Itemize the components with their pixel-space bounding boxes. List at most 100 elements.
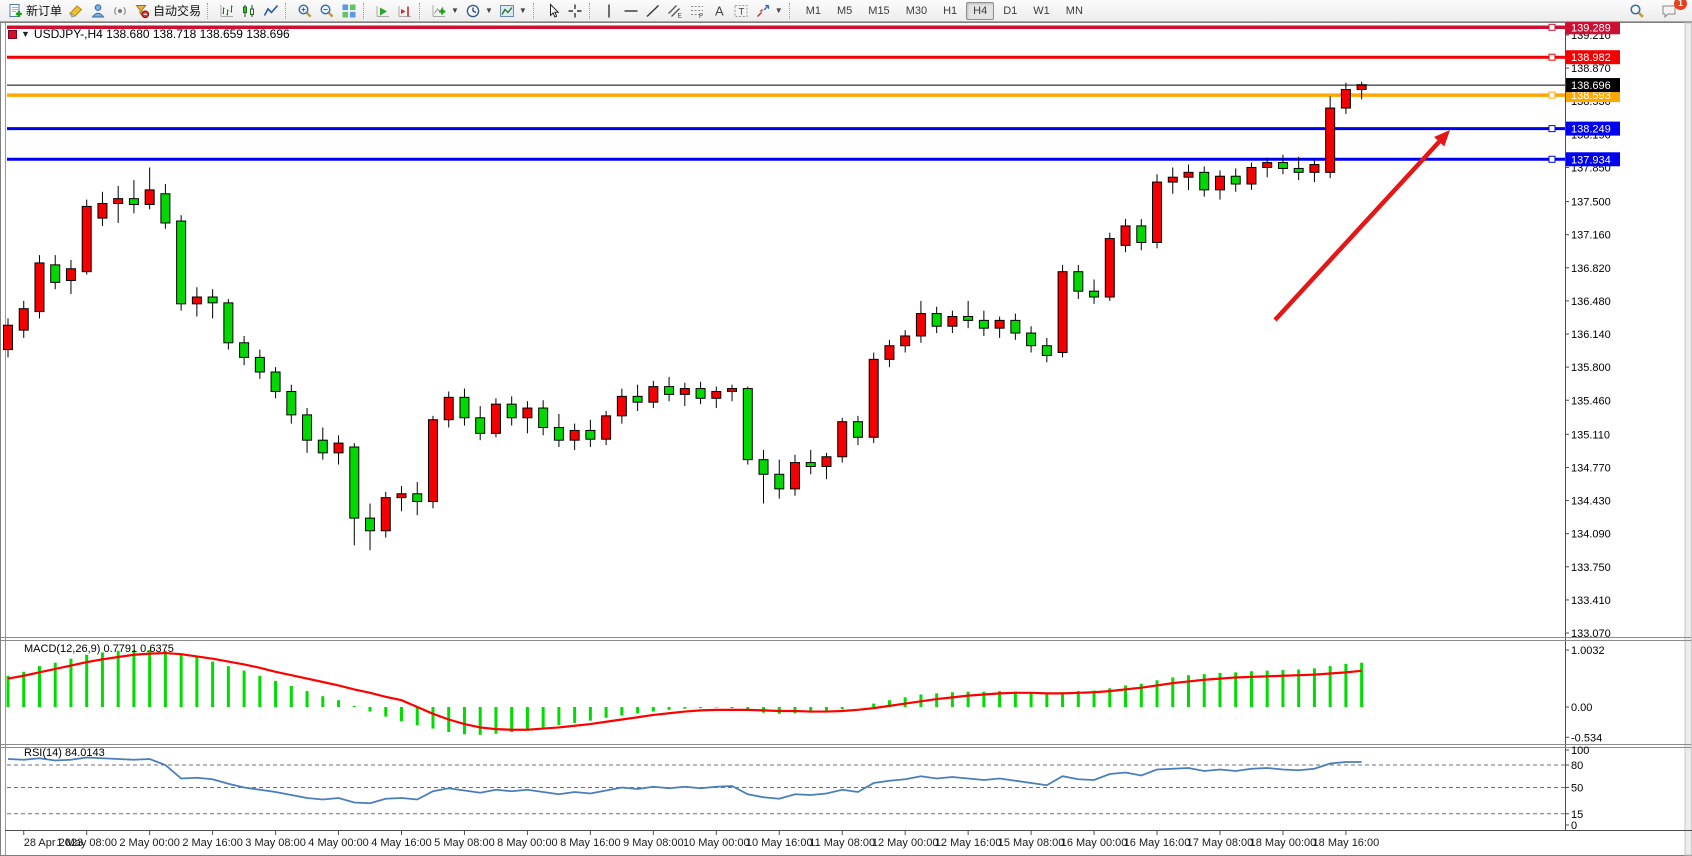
svg-text:16 May 00:00: 16 May 00:00 [1061,837,1128,849]
funnel-icon [135,4,150,18]
community-button[interactable] [87,1,109,21]
fib-icon: F [690,5,703,19]
svg-text:15: 15 [1571,809,1583,821]
autotrading-button[interactable]: 自动交易 [131,1,204,21]
svg-text:16 May 16:00: 16 May 16:00 [1124,837,1191,849]
zoomout-icon [320,3,334,17]
svg-text:8 May 00:00: 8 May 00:00 [497,837,558,849]
svg-text:28 Apr 2023: 28 Apr 2023 [24,837,83,849]
svg-text:18 May 00:00: 18 May 00:00 [1250,837,1317,849]
periods-button[interactable]: ▼ [462,1,496,21]
svg-text:135.110: 135.110 [1571,429,1610,441]
indicators-button[interactable]: ▼ [428,1,462,21]
svg-text:0: 0 [1571,820,1577,832]
candlestick-chart-button[interactable] [238,1,260,21]
arrows-icon [756,4,769,17]
timeframe-button-m5[interactable]: M5 [837,4,853,17]
hline-handle[interactable] [1548,53,1556,61]
svg-text:18 May 16:00: 18 May 16:00 [1313,837,1380,849]
auto-scroll-button[interactable] [372,1,394,21]
svg-text:3 May 08:00: 3 May 08:00 [245,837,306,849]
toolbar-right-group: 1 [1626,0,1687,21]
timeframe-button-mn[interactable]: MN [1065,4,1083,17]
svg-text:135.800: 135.800 [1571,362,1611,374]
hline-handle[interactable] [1548,125,1556,133]
svg-text:134.770: 134.770 [1571,462,1611,474]
svg-text:80: 80 [1571,760,1583,772]
indicators-icon [432,4,446,17]
svg-text:9 May 08:00: 9 May 08:00 [623,837,684,849]
arrows-button[interactable]: ▼ [752,1,786,21]
cursor-button[interactable] [542,1,564,21]
svg-text:1 May 08:00: 1 May 08:00 [56,837,117,849]
linechart-icon [263,4,279,16]
zoom-out-button[interactable] [316,1,338,21]
timeframe-button-m1[interactable]: M1 [805,4,821,17]
svg-text:136.820: 136.820 [1571,263,1611,275]
timeframe-button-d1[interactable]: D1 [1003,4,1018,17]
timeframe-button-m15[interactable]: M15 [868,4,890,17]
svg-text:E: E [677,12,682,19]
svg-text:-0.534: -0.534 [1571,732,1602,744]
crosshair-icon [568,4,582,17]
template-icon [499,4,514,17]
hline-price-tag [1566,121,1620,136]
toolbar-separator [363,2,369,19]
hline-handle[interactable] [1548,23,1556,31]
trendline-button[interactable] [642,1,664,21]
tile-windows-button[interactable] [338,1,360,21]
line-chart-button[interactable] [260,1,282,21]
hline-handle[interactable] [1548,155,1556,163]
caret-down-icon: ▼ [484,6,493,15]
line-anchor-icon[interactable] [8,29,17,39]
doc-plus-icon [9,3,22,17]
cursor-icon [549,2,560,18]
highlighter-button[interactable] [65,1,87,21]
caret-down-icon: ▼ [774,6,783,15]
svg-text:133.410: 133.410 [1571,595,1611,607]
current-price-tag [1566,78,1620,93]
svg-text:138.249: 138.249 [1571,124,1611,136]
equidistant-channel-button[interactable]: E [664,1,686,21]
trend-arrow[interactable] [1273,130,1450,322]
zoom-in-button[interactable] [294,1,316,21]
rsi-pane[interactable]: 100 80 50 150 [7,745,1589,832]
timeframe-button-m30[interactable]: M30 [905,4,928,17]
svg-text:A: A [715,3,724,18]
rsi-line [7,756,1362,805]
channel-icon: E [667,4,682,19]
candles[interactable] [3,81,1367,551]
window-right-strip [1684,22,1692,856]
vertical-line-button[interactable] [598,1,620,21]
chart-symbol-title: ▼ USDJPY-,H4 138.680 138.718 138.659 138… [8,27,290,41]
chevron-down-icon[interactable]: ▼ [21,29,30,39]
hline-handle[interactable] [1548,91,1556,99]
text-button[interactable]: A [708,1,730,21]
fibonacci-button[interactable]: F [686,1,708,21]
bar-chart-button[interactable] [216,1,238,21]
zoomin-icon [298,3,312,17]
notifications-button[interactable]: 1 [1658,0,1687,21]
macd-pane[interactable]: 1.0032 0.00 -0.534 [6,645,1605,744]
svg-text:5 May 08:00: 5 May 08:00 [434,837,495,849]
templates-button[interactable]: ▼ [496,1,530,21]
toolbar-separator [588,2,595,19]
caret-down-icon: ▼ [518,6,527,15]
signals-button[interactable] [109,1,131,21]
horizontal-line-button[interactable] [620,1,642,21]
new-order-button[interactable]: 新订单 [4,1,65,21]
text-label-button[interactable]: T [730,1,752,21]
search-button[interactable] [1626,1,1648,21]
timeframe-button-w1[interactable]: W1 [1033,4,1050,17]
toolbar-separator [788,2,795,19]
svg-text:4 May 00:00: 4 May 00:00 [308,837,369,849]
timeframe-button-h1[interactable]: H1 [943,4,958,17]
chart-shift-button[interactable] [394,1,416,21]
crosshair-button[interactable] [564,1,586,21]
svg-text:137.160: 137.160 [1571,230,1611,242]
timeframe-button-h4[interactable]: H4 [966,1,995,20]
svg-text:134.430: 134.430 [1571,496,1611,508]
